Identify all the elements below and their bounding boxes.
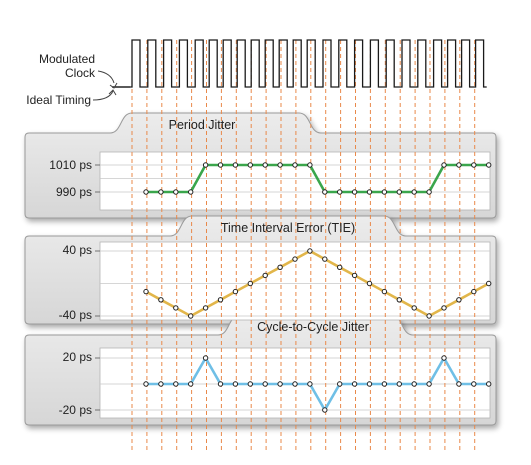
data-point-2-2 <box>173 381 179 387</box>
panel-title-cycle-to-cycle: Cycle-to-Cycle Jitter <box>257 320 369 334</box>
data-point-1-20 <box>441 305 447 311</box>
data-point-2-12 <box>322 407 328 413</box>
data-point-2-14 <box>351 381 358 387</box>
ideal-timing-lines <box>131 40 476 450</box>
series-line-2 <box>146 356 489 412</box>
plot-area-1 <box>99 241 491 321</box>
data-point-0-0 <box>143 189 149 195</box>
data-point-1-17 <box>396 297 402 303</box>
data-point-0-12 <box>322 189 328 195</box>
data-point-0-14 <box>351 189 358 195</box>
plot-area-0 <box>99 151 491 211</box>
data-point-1-18 <box>411 305 417 311</box>
data-point-2-1 <box>158 381 164 387</box>
ideal-label-pointer <box>92 90 114 101</box>
data-point-1-7 <box>247 280 254 287</box>
tick-label-c2c-top: 20 ps <box>63 350 92 364</box>
data-point-1-12 <box>322 256 328 262</box>
data-point-2-5 <box>217 381 224 387</box>
data-point-2-3 <box>188 381 194 387</box>
data-point-2-15 <box>366 381 373 387</box>
tick-label-period-bottom: 990 ps <box>56 185 92 199</box>
data-point-0-2 <box>173 189 179 195</box>
data-point-2-23 <box>486 381 492 387</box>
data-point-1-0 <box>143 288 149 295</box>
data-point-0-15 <box>366 189 373 195</box>
data-point-0-6 <box>232 162 239 168</box>
modulated-clock-path <box>112 39 487 88</box>
data-point-0-9 <box>277 162 283 168</box>
tick-label-period-top: 1010 ps <box>49 158 92 172</box>
data-point-1-6 <box>232 288 239 295</box>
tick-label-c2c-bottom: -20 ps <box>59 403 92 417</box>
data-point-2-6 <box>232 381 239 387</box>
data-point-0-3 <box>188 189 194 195</box>
data-point-2-0 <box>143 381 149 387</box>
data-point-2-8 <box>262 381 268 387</box>
series-layer <box>143 162 492 413</box>
data-point-2-20 <box>441 355 447 361</box>
series-line-0 <box>146 163 489 194</box>
panel-title-tie: Time Interval Error (TIE) <box>221 221 355 235</box>
panel-title-period-jitter: Period Jitter <box>169 118 236 132</box>
data-point-0-21 <box>456 162 462 168</box>
data-point-2-19 <box>426 381 432 387</box>
series-line-1 <box>145 249 490 318</box>
data-point-2-9 <box>277 381 283 387</box>
data-point-1-1 <box>158 297 164 303</box>
data-point-0-23 <box>486 162 492 168</box>
tick-label-tie-bottom: -40 ps <box>59 308 92 322</box>
panels-layer <box>24 112 497 426</box>
data-point-1-4 <box>202 305 209 311</box>
data-point-0-19 <box>426 189 432 195</box>
data-point-0-1 <box>158 189 164 195</box>
tick-label-tie-top: 40 ps <box>63 243 92 257</box>
modulated-label-line1: Modulated <box>39 52 95 66</box>
data-point-2-18 <box>411 381 417 387</box>
data-point-2-21 <box>456 381 462 387</box>
data-point-2-4 <box>202 355 209 361</box>
data-point-0-13 <box>337 189 343 195</box>
data-point-1-9 <box>277 264 283 270</box>
data-point-1-19 <box>426 313 432 319</box>
data-point-1-15 <box>366 280 373 287</box>
data-point-1-2 <box>173 305 179 311</box>
data-point-1-3 <box>188 313 194 319</box>
modulated-label-pointer <box>97 70 115 84</box>
data-point-1-13 <box>337 264 343 270</box>
data-point-1-22 <box>471 288 477 295</box>
data-point-1-23 <box>486 280 492 287</box>
data-point-0-4 <box>202 162 209 168</box>
ideal-timing-label: Ideal Timing <box>26 93 91 107</box>
data-point-0-18 <box>411 189 417 195</box>
data-point-1-14 <box>351 272 358 279</box>
data-point-1-5 <box>217 297 224 303</box>
data-point-0-17 <box>396 189 402 195</box>
data-point-0-11 <box>307 162 313 168</box>
ideal-pointer-arrowhead <box>108 89 117 96</box>
data-point-0-10 <box>292 162 298 168</box>
data-point-0-20 <box>441 162 447 168</box>
data-point-0-7 <box>247 162 254 168</box>
data-point-2-7 <box>247 381 254 387</box>
data-point-1-8 <box>262 272 268 279</box>
data-point-0-22 <box>471 162 477 168</box>
data-point-0-16 <box>381 189 388 195</box>
data-point-1-21 <box>456 297 462 303</box>
data-point-2-10 <box>292 381 298 387</box>
data-point-0-5 <box>217 162 224 168</box>
data-point-1-10 <box>292 256 298 262</box>
data-point-1-16 <box>381 288 388 295</box>
modulated-pointer-arrowhead <box>109 82 118 89</box>
data-point-2-11 <box>307 381 313 387</box>
data-point-2-16 <box>381 381 388 387</box>
data-point-1-11 <box>307 248 313 254</box>
data-point-2-13 <box>337 381 343 387</box>
data-point-2-22 <box>471 381 477 387</box>
modulated-label-line2: Clock <box>65 66 96 80</box>
data-point-2-17 <box>396 381 402 387</box>
data-point-0-8 <box>262 162 268 168</box>
